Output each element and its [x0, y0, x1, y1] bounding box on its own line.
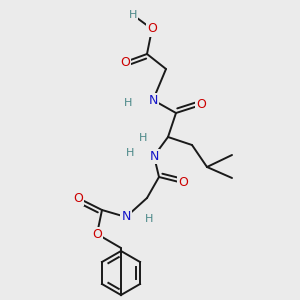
Text: H: H: [126, 148, 134, 158]
Text: O: O: [178, 176, 188, 190]
Text: O: O: [73, 191, 83, 205]
Text: O: O: [120, 56, 130, 68]
Text: H: H: [129, 10, 137, 20]
Text: H: H: [145, 214, 153, 224]
Text: O: O: [92, 227, 102, 241]
Text: H: H: [139, 133, 147, 143]
Text: N: N: [148, 94, 158, 106]
Text: H: H: [124, 98, 132, 108]
Text: O: O: [147, 22, 157, 35]
Text: N: N: [121, 211, 131, 224]
Text: N: N: [149, 149, 159, 163]
Text: O: O: [196, 98, 206, 112]
